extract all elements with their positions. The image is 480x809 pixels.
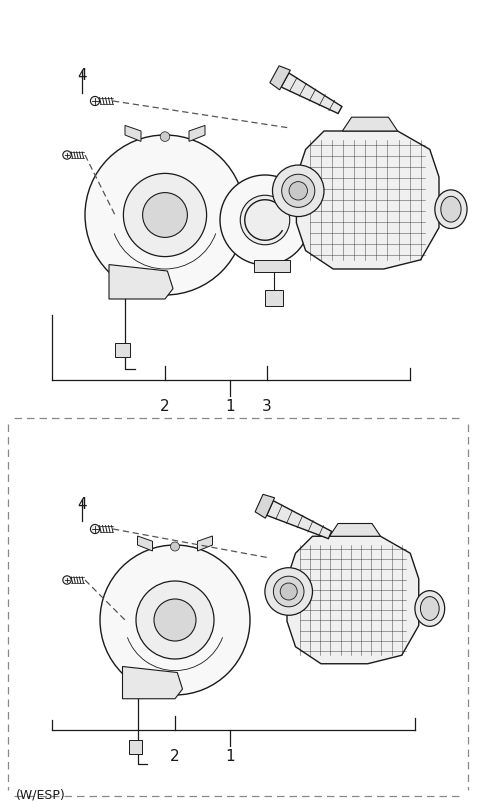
Ellipse shape — [441, 197, 461, 222]
Polygon shape — [189, 125, 205, 142]
Ellipse shape — [415, 591, 444, 626]
Polygon shape — [329, 523, 381, 536]
Text: 1: 1 — [225, 749, 235, 764]
Polygon shape — [265, 290, 283, 306]
Circle shape — [160, 132, 170, 142]
Circle shape — [85, 135, 245, 295]
Text: (W/ESP): (W/ESP) — [16, 789, 66, 802]
Circle shape — [63, 150, 71, 159]
Circle shape — [282, 174, 315, 207]
Circle shape — [90, 96, 99, 105]
Circle shape — [123, 173, 206, 256]
Circle shape — [154, 599, 196, 641]
Polygon shape — [197, 536, 213, 551]
Polygon shape — [255, 494, 275, 519]
Circle shape — [289, 181, 307, 200]
Polygon shape — [137, 536, 153, 551]
Polygon shape — [122, 667, 182, 699]
Circle shape — [170, 542, 180, 551]
Circle shape — [280, 583, 297, 600]
Text: 4: 4 — [77, 497, 87, 512]
Polygon shape — [296, 131, 439, 269]
Ellipse shape — [420, 596, 439, 621]
Circle shape — [63, 576, 71, 584]
Ellipse shape — [435, 190, 467, 228]
Circle shape — [100, 545, 250, 695]
Text: 2: 2 — [160, 399, 170, 414]
Circle shape — [220, 175, 310, 265]
Polygon shape — [270, 66, 290, 90]
Circle shape — [265, 568, 312, 616]
Circle shape — [273, 165, 324, 217]
Text: 1: 1 — [225, 399, 235, 414]
Polygon shape — [125, 125, 141, 142]
Polygon shape — [267, 501, 332, 539]
Polygon shape — [115, 343, 130, 358]
Circle shape — [136, 581, 214, 659]
Text: 2: 2 — [170, 749, 180, 764]
Circle shape — [240, 195, 290, 245]
Polygon shape — [129, 740, 142, 753]
Polygon shape — [281, 73, 342, 113]
Text: 4: 4 — [77, 68, 87, 83]
Circle shape — [274, 576, 304, 607]
Circle shape — [143, 193, 187, 237]
Polygon shape — [287, 536, 419, 663]
Polygon shape — [254, 260, 290, 272]
Text: 3: 3 — [262, 399, 272, 414]
Circle shape — [90, 524, 99, 534]
Polygon shape — [109, 265, 173, 299]
Polygon shape — [342, 117, 397, 131]
